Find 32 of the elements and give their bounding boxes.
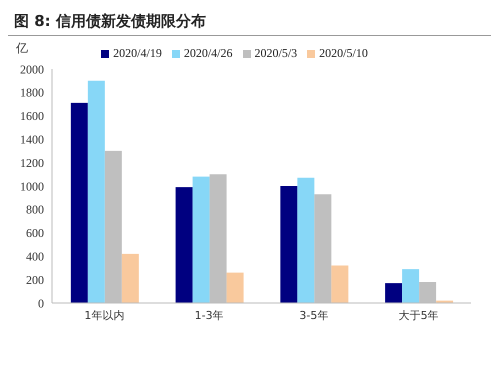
bar: [70, 102, 88, 303]
x-tick-label: 3-5年: [299, 308, 328, 322]
chart-title: 图 8: 信用债新发债期限分布: [8, 8, 491, 36]
y-tick-label: 2000: [20, 62, 44, 76]
bar: [402, 269, 420, 303]
y-tick-label: 600: [26, 226, 44, 240]
x-tick-label: 1年以内: [84, 308, 124, 322]
y-tick-label: 1000: [20, 179, 44, 194]
y-tick-label: 1800: [20, 86, 44, 100]
bar: [385, 283, 402, 303]
bar: [280, 186, 298, 303]
legend-label: 2020/4/19: [113, 46, 162, 60]
bar: [176, 187, 193, 303]
y-tick-label: 1400: [20, 132, 44, 146]
x-tick-label: 大于5年: [398, 308, 439, 322]
bar: [297, 178, 314, 303]
bar: [226, 272, 244, 303]
x-tick-label: 1-3年: [194, 308, 224, 322]
legend-label: 2020/5/3: [254, 46, 298, 60]
bar: [331, 266, 348, 303]
bar: [192, 176, 210, 303]
y-axis-title: 亿: [16, 40, 28, 57]
y-tick-label: 800: [26, 202, 44, 217]
y-tick-label: 200: [26, 272, 44, 287]
bar: [122, 254, 139, 303]
bar: [88, 80, 105, 303]
legend-label: 2020/5/10: [319, 46, 368, 60]
legend-label: 2020/4/26: [184, 46, 232, 60]
y-tick-label: 400: [26, 249, 44, 264]
y-tick-label: 0: [38, 296, 44, 310]
y-tick-label: 1200: [20, 156, 44, 170]
y-tick-label: 1600: [20, 109, 44, 124]
